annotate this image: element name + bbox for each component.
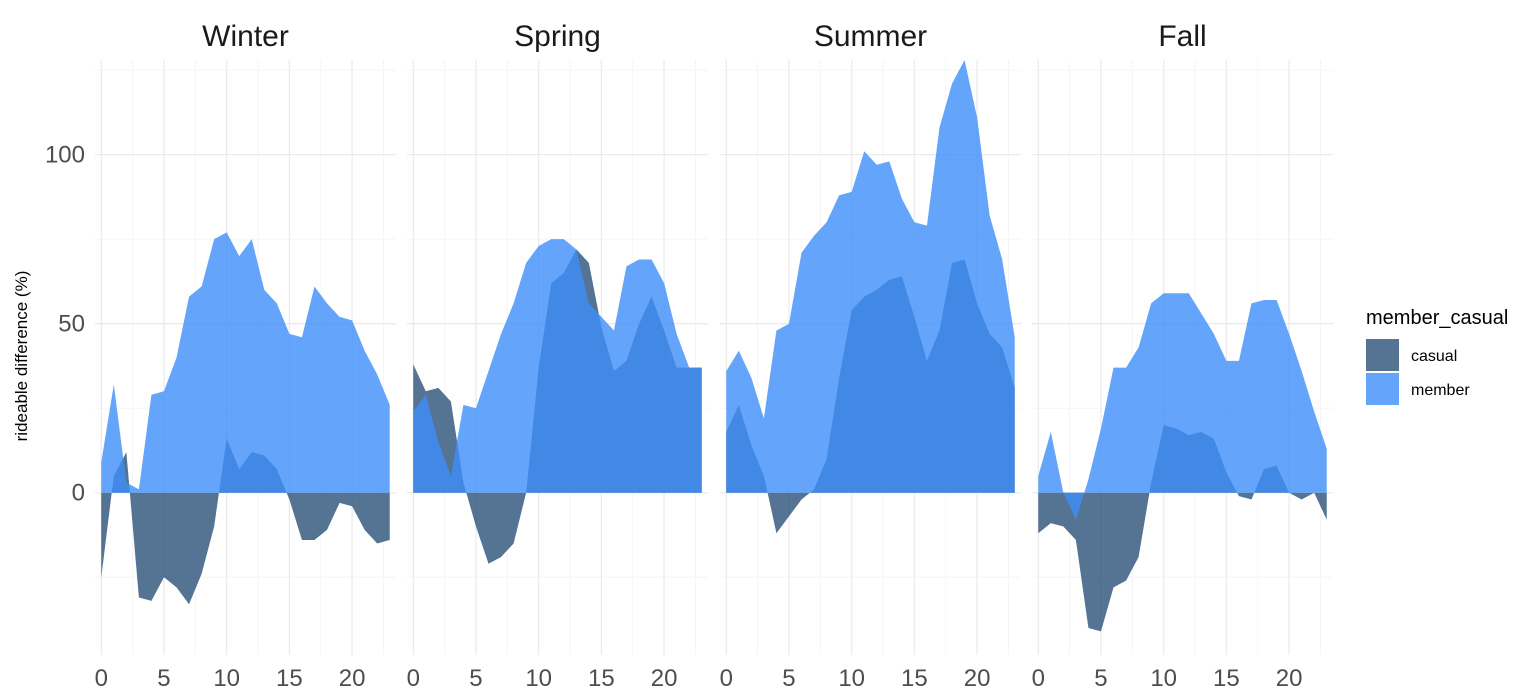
facet-title: Fall [1158, 20, 1206, 53]
legend-title: member_casual [1366, 307, 1508, 329]
facet-title: Summer [814, 20, 927, 53]
legend: member_casual casual member [1366, 307, 1508, 405]
x-tick-label: 5 [1094, 665, 1107, 692]
x-tick-label: 15 [588, 665, 615, 692]
panel-fall: Fall 0 5 10 15 20 [1032, 20, 1333, 692]
x-tick-label: 0 [1032, 665, 1045, 692]
x-tick-label: 20 [651, 665, 678, 692]
y-tick-label: 0 [72, 480, 85, 507]
x-tick-label: 10 [213, 665, 240, 692]
x-tick-label: 0 [407, 665, 420, 692]
area-casual-winter [101, 438, 390, 605]
x-tick-label: 20 [964, 665, 991, 692]
area-member-fall [1038, 293, 1327, 520]
y-axis-label: rideable difference (%) [12, 271, 31, 442]
area-member-winter [101, 232, 390, 493]
legend-swatch-casual [1366, 339, 1399, 371]
facet-title: Winter [202, 20, 289, 53]
y-tick-label: 100 [45, 142, 85, 169]
panel-spring: Spring 0 5 10 15 20 [407, 20, 708, 692]
x-tick-label: 5 [157, 665, 170, 692]
x-tick-label: 15 [1213, 665, 1240, 692]
area-casual-fall [1038, 425, 1327, 632]
area-member-summer [726, 60, 1015, 493]
facet-title: Spring [514, 20, 601, 53]
y-tick-label: 50 [58, 311, 85, 338]
x-tick-label: 20 [1276, 665, 1303, 692]
panel-summer: Summer 0 5 10 15 20 [720, 20, 1021, 692]
x-tick-label: 0 [720, 665, 733, 692]
x-tick-label: 15 [276, 665, 303, 692]
x-tick-label: 5 [782, 665, 795, 692]
x-tick-label: 10 [838, 665, 865, 692]
x-tick-label: 20 [339, 665, 366, 692]
x-tick-label: 5 [469, 665, 482, 692]
x-tick-label: 10 [525, 665, 552, 692]
area-member-spring [413, 239, 702, 493]
legend-label-casual: casual [1411, 348, 1457, 365]
legend-swatch-member [1366, 373, 1399, 405]
x-tick-label: 10 [1150, 665, 1177, 692]
x-tick-label: 0 [95, 665, 108, 692]
x-tick-label: 15 [901, 665, 928, 692]
panel-winter: Winter 0 5 10 15 20 [95, 20, 396, 692]
legend-label-member: member [1411, 382, 1470, 399]
